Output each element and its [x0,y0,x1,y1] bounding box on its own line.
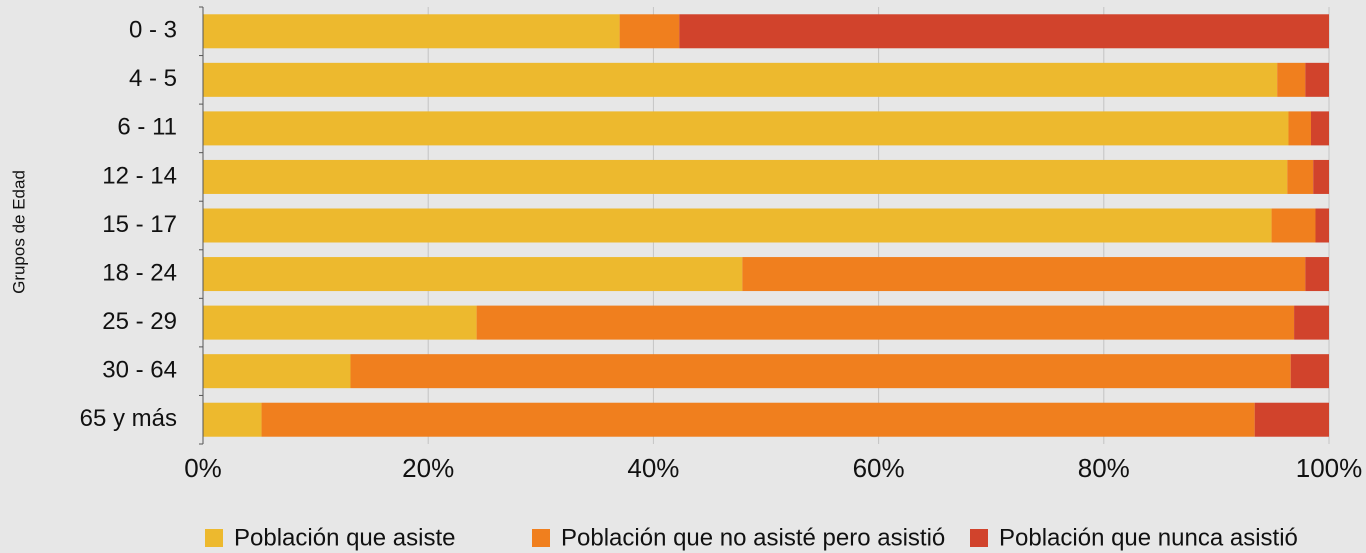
bar-segment [1287,159,1314,194]
bar-segment [203,159,1288,194]
bar-segment [1254,402,1329,437]
legend-swatch [970,529,988,547]
legend-swatch [532,529,550,547]
y-tick-label: 65 y más [80,405,177,432]
y-tick-label: 4 - 5 [129,65,177,92]
bar-segment [1305,257,1329,292]
bar-segment [203,208,1272,243]
y-tick-label: 12 - 14 [102,162,177,189]
bar-segment [1288,111,1311,146]
bar-segment [1277,62,1306,97]
legend-label: Población que nunca asistió [999,524,1298,551]
bar-segment [476,305,1295,340]
bar-segment [203,354,351,389]
y-tick-label: 15 - 17 [102,211,177,238]
bar-segment [203,257,743,292]
x-tick-label: 20% [402,453,454,483]
x-tick-label: 0% [184,453,222,483]
bar-segment [1294,305,1329,340]
legend-label: Población que asiste [234,524,455,551]
y-axis-label: Grupos de Edad [9,170,28,294]
legend-swatch [205,529,223,547]
legend-label: Población que no asisté pero asistió [561,524,945,551]
bar-segment [203,62,1278,97]
y-tick-label: 0 - 3 [129,17,177,44]
bar-segment [619,14,680,49]
y-tick-label: 6 - 11 [117,114,177,141]
bar-segment [203,111,1289,146]
y-tick-label: 18 - 24 [102,259,177,286]
bar-segment [1310,111,1329,146]
bar-segment [1315,208,1329,243]
bar-segment [679,14,1329,49]
x-tick-label: 40% [627,453,679,483]
bar-segment [1313,159,1329,194]
bar-segment [203,14,620,49]
bar-segment [1271,208,1316,243]
bar-segment [261,402,1255,437]
x-tick-label: 100% [1296,453,1363,483]
bar-segment [1290,354,1329,389]
bar-segment [203,305,477,340]
bar-segment [1305,62,1329,97]
y-tick-label: 25 - 29 [102,308,177,335]
x-tick-label: 60% [853,453,905,483]
bar-segment [350,354,1291,389]
x-tick-label: 80% [1078,453,1130,483]
bar-segment [742,257,1306,292]
y-tick-label: 30 - 64 [102,357,177,384]
bar-segment [203,402,262,437]
